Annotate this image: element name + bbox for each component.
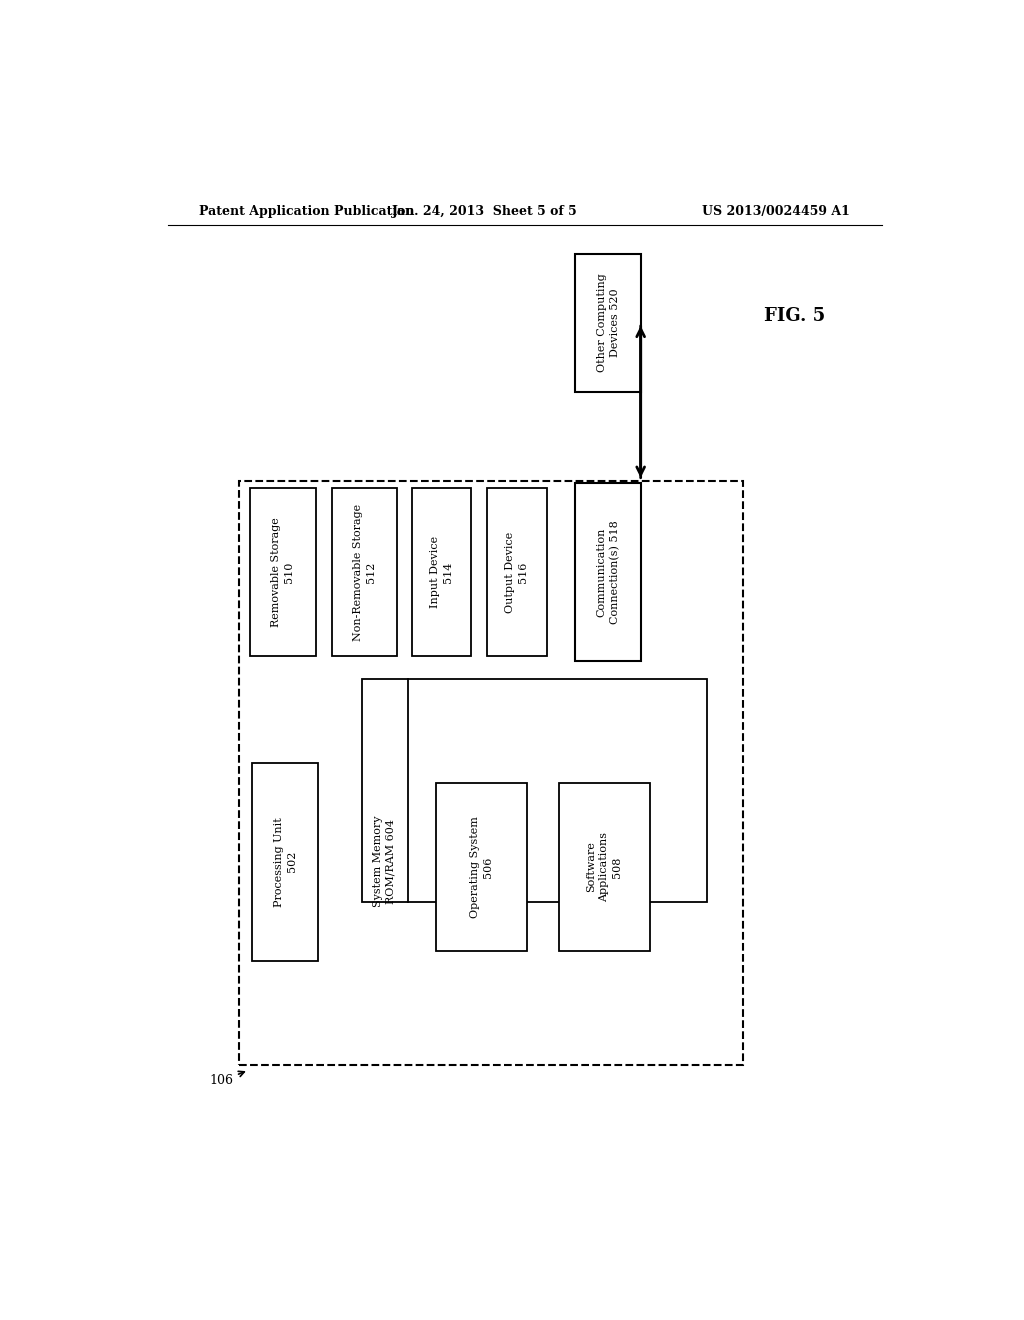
Text: Other Computing
Devices 520: Other Computing Devices 520 — [597, 273, 620, 372]
Text: Jan. 24, 2013  Sheet 5 of 5: Jan. 24, 2013 Sheet 5 of 5 — [392, 205, 578, 218]
Text: Output Device
516: Output Device 516 — [505, 532, 528, 612]
Text: FIG. 5: FIG. 5 — [764, 308, 825, 325]
Bar — [362, 678, 708, 903]
Bar — [435, 783, 526, 950]
Text: System Memory
ROM/RAM 604: System Memory ROM/RAM 604 — [373, 816, 396, 907]
Bar — [240, 480, 743, 1065]
Text: Communication
Connection(s) 518: Communication Connection(s) 518 — [596, 520, 620, 624]
Bar — [250, 488, 315, 656]
Bar — [575, 255, 641, 392]
Text: Operating System
506: Operating System 506 — [470, 816, 493, 917]
Bar — [252, 763, 318, 961]
Text: Patent Application Publication: Patent Application Publication — [200, 205, 415, 218]
Bar — [487, 488, 547, 656]
Bar — [558, 783, 650, 950]
Bar — [575, 483, 641, 661]
Text: US 2013/0024459 A1: US 2013/0024459 A1 — [702, 205, 850, 218]
Text: Processing Unit
502: Processing Unit 502 — [273, 817, 297, 907]
Text: Removable Storage
510: Removable Storage 510 — [271, 517, 294, 627]
Text: Input Device
514: Input Device 514 — [430, 536, 453, 609]
Text: Software
Applications
508: Software Applications 508 — [586, 832, 623, 902]
Text: 106: 106 — [210, 1073, 233, 1086]
Bar — [332, 488, 397, 656]
Bar — [412, 488, 471, 656]
Text: Non-Removable Storage
512: Non-Removable Storage 512 — [353, 503, 376, 640]
